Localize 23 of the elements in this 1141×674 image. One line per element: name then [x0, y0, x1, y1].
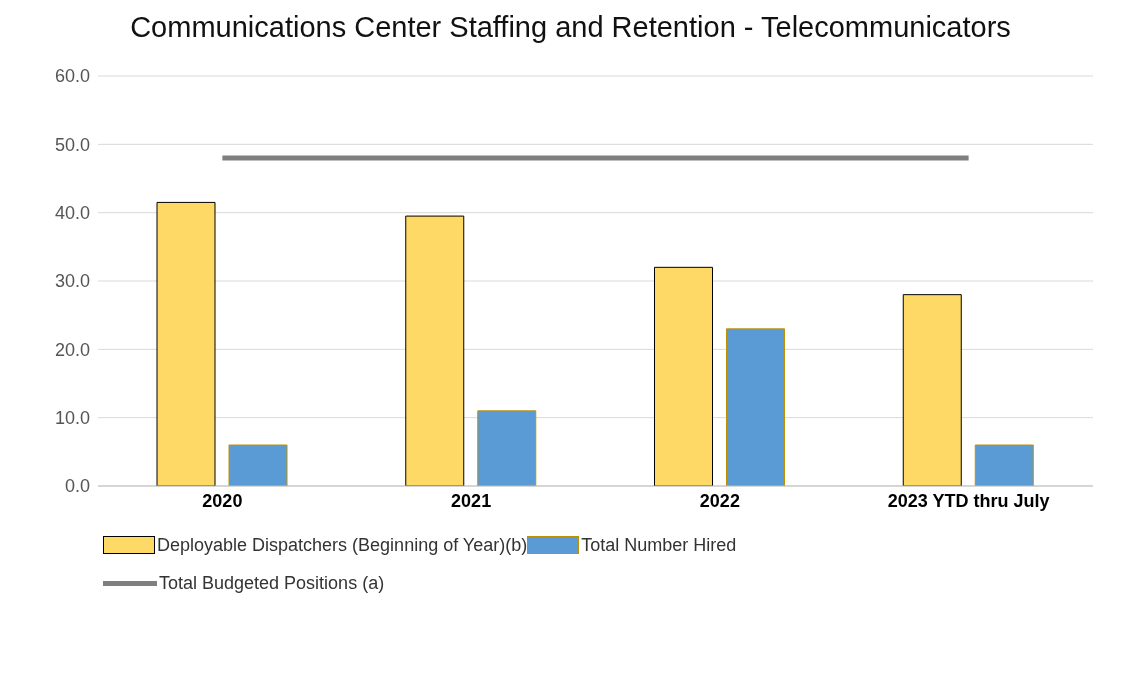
y-tick-label: 10.0: [54, 408, 90, 429]
bar: [477, 410, 537, 486]
bar: [156, 201, 216, 486]
y-tick-label: 30.0: [54, 271, 90, 292]
y-tick-label: 60.0: [54, 66, 90, 87]
bar: [405, 215, 465, 486]
y-tick-label: 20.0: [54, 339, 90, 360]
y-tick-label: 0.0: [64, 476, 90, 497]
bar: [902, 294, 962, 486]
bar: [726, 328, 785, 486]
bar: [974, 444, 1034, 486]
x-tick-label: 2023 YTD thru July: [887, 490, 1050, 511]
legend-label: Total Budgeted Positions (a): [159, 572, 385, 594]
y-tick-label: 50.0: [54, 134, 90, 155]
legend-label: Total Number Hired: [581, 534, 737, 556]
chart-title: Communications Center Staffing and Retention - Telecommunicators: [129, 10, 1012, 45]
bar: [228, 444, 288, 486]
x-tick-label: 2020: [202, 490, 243, 511]
x-tick-label: 2021: [451, 490, 492, 511]
y-tick-label: 40.0: [54, 203, 90, 224]
legend-label: Deployable Dispatchers (Beginning of Year)(b): [157, 534, 528, 556]
bar: [654, 266, 713, 486]
x-tick-label: 2022: [699, 490, 740, 511]
